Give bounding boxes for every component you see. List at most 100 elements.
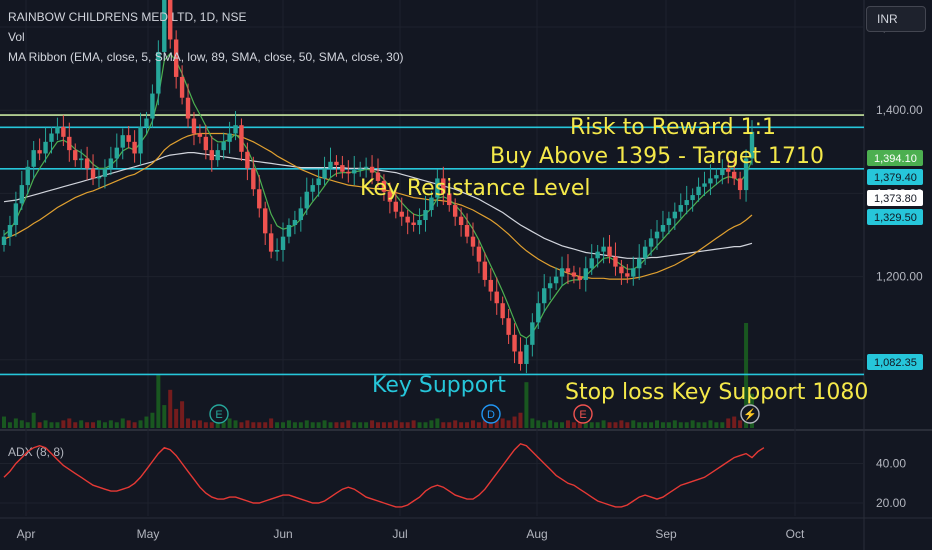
candle-body — [37, 150, 42, 154]
volume-bar — [209, 422, 214, 428]
candle-body — [340, 165, 345, 172]
candle-body — [512, 334, 517, 352]
volume-bar — [536, 420, 541, 428]
candle-body — [7, 225, 13, 237]
candle-body — [506, 318, 511, 335]
currency-button[interactable]: INR — [866, 6, 926, 32]
candle-body — [565, 268, 571, 273]
volume-bar — [316, 422, 321, 428]
candle-body — [423, 210, 428, 221]
candle-body — [221, 141, 226, 151]
candle-body — [67, 136, 72, 151]
candle-body — [292, 220, 298, 226]
candle-body — [13, 203, 19, 226]
candle-body — [672, 211, 678, 219]
candle-body — [43, 141, 48, 154]
volume-bar — [49, 422, 54, 428]
volume-bar — [655, 420, 660, 428]
candle-body — [547, 283, 553, 289]
volume-bar — [144, 416, 149, 428]
volume-bar — [595, 422, 600, 428]
volume-bar — [417, 422, 422, 428]
candle-body — [494, 291, 499, 304]
candle-body — [542, 288, 547, 304]
candle-body — [642, 246, 648, 259]
volume-bar — [263, 422, 268, 428]
candles[interactable] — [1, 0, 755, 374]
volume-bar — [506, 420, 511, 428]
candle-body — [708, 178, 713, 184]
candle-body — [31, 150, 36, 167]
volume-bar — [738, 420, 743, 428]
time-axis[interactable]: Apr May Jun Jul Aug Sep Oct — [17, 527, 805, 541]
volume-bar — [61, 420, 66, 428]
price-label: 1,379.40 — [874, 172, 917, 184]
candle-body — [215, 150, 220, 161]
candle-body — [173, 39, 179, 77]
candle-body — [369, 166, 375, 173]
candle-body — [447, 193, 452, 206]
volume-bar — [524, 382, 529, 428]
volume-bar — [702, 422, 707, 428]
price-label-bg — [867, 150, 923, 166]
candle-body — [132, 141, 137, 154]
candle-body — [84, 158, 90, 169]
volume-bar — [482, 420, 487, 428]
volume-bar — [571, 422, 576, 428]
volume-bar — [13, 418, 18, 428]
adx-tick-label: 20.00 — [876, 496, 906, 510]
volume-bar — [328, 422, 333, 428]
volume-bar — [334, 422, 339, 428]
volume-bar — [696, 422, 701, 428]
candle-body — [96, 176, 102, 179]
candle-body — [25, 166, 30, 186]
time-tick-label: Oct — [786, 527, 805, 541]
event-marker: E — [573, 404, 593, 424]
volume-bar — [174, 408, 179, 428]
volume-bar — [714, 422, 719, 428]
candle-body — [197, 133, 203, 137]
candle-body — [524, 344, 529, 364]
candle-body — [120, 135, 125, 148]
volume-bar — [381, 422, 386, 428]
candle-body — [654, 231, 660, 239]
time-tick-label: Sep — [655, 527, 677, 541]
volume-bar — [678, 422, 683, 428]
candle-body — [328, 161, 333, 169]
volume-bar — [601, 420, 606, 428]
candle-body — [108, 158, 114, 169]
candle-body — [482, 261, 488, 280]
candle-body — [476, 246, 482, 262]
volume-bar — [346, 420, 351, 428]
candle-body — [304, 191, 309, 209]
candle-body — [322, 168, 327, 179]
volume-bar — [150, 412, 155, 428]
volume-bar — [275, 422, 280, 428]
symbol-title[interactable]: RAINBOW CHILDRENS MED LTD, 1D, NSE — [8, 10, 247, 24]
volume-bar — [43, 420, 48, 428]
candle-body — [619, 266, 624, 274]
candle-body — [209, 150, 214, 161]
candle-body — [316, 178, 321, 186]
candle-body — [720, 168, 725, 176]
event-markers[interactable]: E D E ⚡ — [209, 404, 760, 424]
volume-bar — [73, 422, 78, 428]
candle-body — [239, 125, 244, 152]
price-label: 1,373.80 — [874, 193, 917, 205]
candle-body — [227, 133, 232, 142]
event-marker-label: ⚡ — [743, 408, 757, 421]
volume-bar — [465, 422, 470, 428]
volume-bar — [518, 412, 523, 428]
volume-legend[interactable]: Vol — [8, 30, 25, 44]
candle-body — [405, 216, 410, 223]
candle-body — [263, 208, 268, 234]
candle-body — [589, 258, 594, 269]
volume-bar — [352, 422, 357, 428]
ma-ribbon-legend[interactable]: MA Ribbon (EMA, close, 5, SMA, low, 89, … — [8, 50, 404, 64]
volume-bar — [286, 420, 291, 428]
price-tick-label: 1,200.00 — [876, 270, 923, 284]
adx-tick-label: 40.00 — [876, 457, 906, 471]
volume-bar — [589, 422, 594, 428]
annotation-text: Stop loss Key Support 1080 — [565, 380, 868, 405]
price-label: 1,394.10 — [874, 153, 917, 165]
